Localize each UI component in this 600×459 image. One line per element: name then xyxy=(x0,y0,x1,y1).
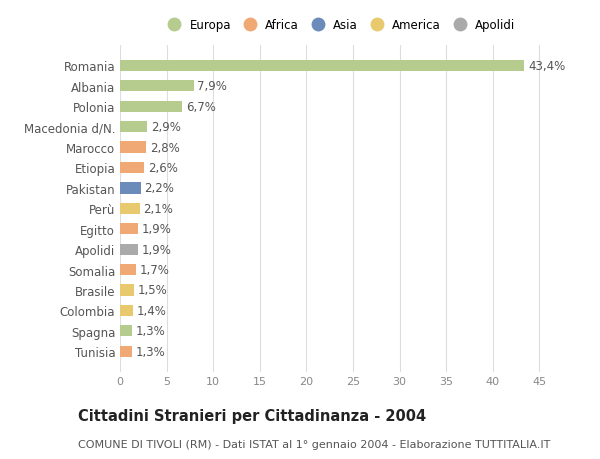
Text: 7,9%: 7,9% xyxy=(197,80,227,93)
Text: 43,4%: 43,4% xyxy=(528,60,565,73)
Text: COMUNE DI TIVOLI (RM) - Dati ISTAT al 1° gennaio 2004 - Elaborazione TUTTITALIA.: COMUNE DI TIVOLI (RM) - Dati ISTAT al 1°… xyxy=(78,440,550,449)
Text: 1,3%: 1,3% xyxy=(136,345,166,358)
Text: 2,6%: 2,6% xyxy=(148,162,178,174)
Bar xyxy=(120,244,138,255)
Bar xyxy=(120,264,136,275)
Legend: Europa, Africa, Asia, America, Apolidi: Europa, Africa, Asia, America, Apolidi xyxy=(163,19,515,32)
Bar xyxy=(120,305,133,316)
Text: 1,4%: 1,4% xyxy=(137,304,167,317)
Bar xyxy=(120,101,182,112)
Bar xyxy=(120,325,132,336)
Bar xyxy=(120,162,144,174)
Text: Cittadini Stranieri per Cittadinanza - 2004: Cittadini Stranieri per Cittadinanza - 2… xyxy=(78,408,426,423)
Text: 1,5%: 1,5% xyxy=(138,284,167,297)
Text: 2,8%: 2,8% xyxy=(150,141,179,154)
Text: 2,1%: 2,1% xyxy=(143,202,173,215)
Text: 1,9%: 1,9% xyxy=(142,243,172,256)
Text: 1,7%: 1,7% xyxy=(140,263,169,276)
Bar xyxy=(120,346,132,357)
Bar xyxy=(120,203,140,214)
Bar xyxy=(120,224,138,235)
Text: 2,2%: 2,2% xyxy=(144,182,174,195)
Text: 1,3%: 1,3% xyxy=(136,325,166,337)
Bar xyxy=(120,122,147,133)
Text: 1,9%: 1,9% xyxy=(142,223,172,235)
Bar xyxy=(120,142,146,153)
Bar xyxy=(120,183,140,194)
Text: 2,9%: 2,9% xyxy=(151,121,181,134)
Bar xyxy=(120,61,524,72)
Bar xyxy=(120,81,194,92)
Text: 6,7%: 6,7% xyxy=(186,101,216,113)
Bar xyxy=(120,285,134,296)
